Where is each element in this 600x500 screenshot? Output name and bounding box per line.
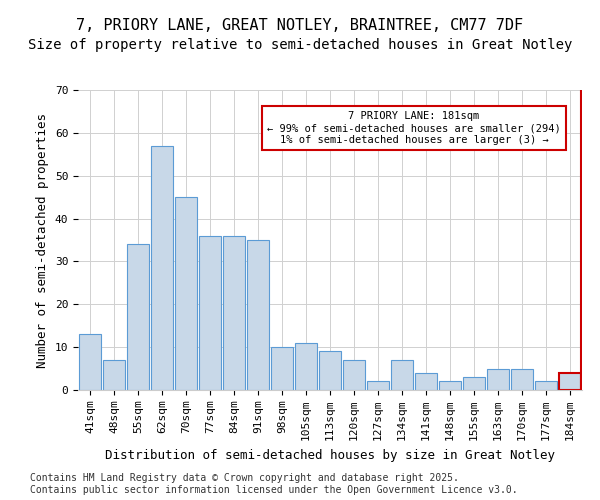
Bar bbox=[295, 343, 317, 390]
Bar bbox=[79, 334, 101, 390]
Bar bbox=[415, 373, 437, 390]
Bar bbox=[391, 360, 413, 390]
Bar bbox=[151, 146, 173, 390]
Bar bbox=[487, 368, 509, 390]
Bar bbox=[367, 382, 389, 390]
Bar bbox=[103, 360, 125, 390]
Bar bbox=[343, 360, 365, 390]
Bar bbox=[247, 240, 269, 390]
Bar bbox=[271, 347, 293, 390]
Bar bbox=[535, 382, 557, 390]
Bar bbox=[511, 368, 533, 390]
Bar bbox=[175, 197, 197, 390]
Text: 7, PRIORY LANE, GREAT NOTLEY, BRAINTREE, CM77 7DF: 7, PRIORY LANE, GREAT NOTLEY, BRAINTREE,… bbox=[76, 18, 524, 32]
Bar bbox=[559, 373, 581, 390]
Bar bbox=[127, 244, 149, 390]
Text: Size of property relative to semi-detached houses in Great Notley: Size of property relative to semi-detach… bbox=[28, 38, 572, 52]
Bar bbox=[319, 352, 341, 390]
Bar bbox=[199, 236, 221, 390]
Text: 7 PRIORY LANE: 181sqm
← 99% of semi-detached houses are smaller (294)
1% of semi: 7 PRIORY LANE: 181sqm ← 99% of semi-deta… bbox=[267, 112, 561, 144]
Y-axis label: Number of semi-detached properties: Number of semi-detached properties bbox=[36, 112, 49, 368]
Bar bbox=[223, 236, 245, 390]
Bar bbox=[439, 382, 461, 390]
Bar bbox=[463, 377, 485, 390]
Text: Contains HM Land Registry data © Crown copyright and database right 2025.
Contai: Contains HM Land Registry data © Crown c… bbox=[30, 474, 518, 495]
X-axis label: Distribution of semi-detached houses by size in Great Notley: Distribution of semi-detached houses by … bbox=[105, 448, 555, 462]
